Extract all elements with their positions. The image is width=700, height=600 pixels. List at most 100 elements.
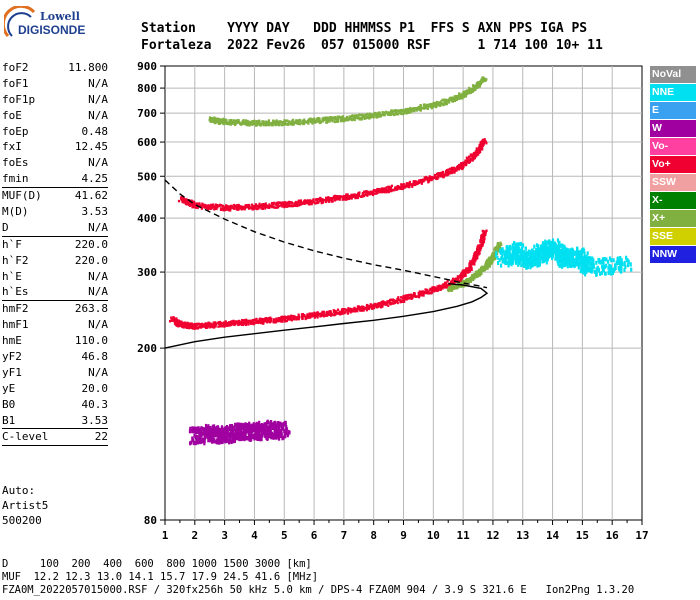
echo-point: [204, 326, 207, 329]
echo-point: [445, 173, 448, 177]
echo-point: [191, 326, 194, 330]
echo-point: [525, 258, 528, 263]
echo-point: [276, 318, 279, 322]
echo-point: [310, 118, 313, 122]
echo-point: [556, 248, 559, 253]
echo-point: [462, 285, 465, 288]
param-label: yF1: [2, 365, 22, 379]
echo-point: [481, 138, 484, 142]
echo-point: [275, 119, 278, 122]
echo-point: [426, 176, 429, 180]
echo-point: [275, 123, 279, 126]
echo-point: [435, 100, 439, 104]
echo-point: [344, 119, 347, 122]
echo-point: [266, 123, 269, 127]
echo-point: [275, 423, 278, 428]
echo-point: [232, 120, 235, 124]
echo-point: [272, 422, 275, 427]
echo-point: [316, 311, 319, 314]
echo-point: [172, 316, 175, 319]
echo-point: [584, 265, 587, 270]
echo-point: [434, 175, 437, 179]
echo-point: [274, 428, 277, 433]
echo-point: [508, 258, 511, 263]
echo-point: [535, 253, 538, 258]
echo-point: [353, 117, 356, 120]
echo-point: [197, 428, 200, 433]
echo-point: [288, 201, 292, 204]
echo-point: [225, 204, 228, 207]
echo-point: [280, 425, 283, 430]
echo-point: [288, 318, 291, 321]
echo-point: [480, 268, 483, 271]
echo-point: [444, 285, 447, 288]
echo-point: [214, 117, 217, 120]
echo-point: [316, 117, 320, 120]
echo-point: [535, 247, 538, 252]
echo-point: [303, 202, 307, 205]
echo-point: [309, 117, 312, 120]
param-label: fmin: [2, 172, 29, 186]
echo-point: [308, 314, 311, 317]
echo-point: [251, 123, 254, 126]
echo-point: [284, 320, 287, 323]
echo-point: [209, 437, 212, 442]
echo-point: [404, 110, 407, 114]
echo-point: [291, 204, 295, 208]
echo-point: [565, 261, 568, 266]
echo-point: [273, 206, 276, 209]
echo-point: [368, 193, 371, 196]
echo-point: [439, 172, 442, 175]
echo-point: [557, 255, 560, 260]
echo-point: [481, 143, 484, 146]
echo-point: [481, 244, 484, 247]
echo-point: [282, 203, 285, 207]
echo-point: [413, 182, 416, 185]
echo-point: [226, 321, 229, 325]
echo-point: [258, 319, 261, 322]
echo-point: [287, 429, 290, 434]
echo-point: [565, 247, 568, 252]
echo-point: [545, 241, 548, 246]
echo-point: [499, 241, 502, 245]
echo-point: [306, 314, 309, 317]
echo-point: [400, 112, 403, 115]
param-row: foEs N/A: [2, 155, 108, 171]
echo-point: [470, 158, 474, 161]
echo-point: [475, 84, 478, 88]
echo-point: [416, 182, 419, 185]
echo-point: [462, 95, 466, 99]
echo-point: [245, 318, 248, 322]
echo-point: [321, 198, 324, 201]
echo-point: [612, 258, 615, 263]
echo-point: [235, 320, 239, 323]
echo-point: [219, 121, 222, 125]
echo-point: [275, 201, 278, 205]
legend-entry: E: [650, 101, 696, 119]
echo-point: [331, 200, 334, 203]
echo-point: [177, 323, 180, 327]
echo-point: [544, 243, 547, 248]
echo-point: [587, 266, 591, 271]
echo-point: [189, 426, 192, 431]
echo-point: [225, 425, 228, 430]
echo-point: [259, 123, 262, 127]
echo-point: [619, 263, 622, 268]
echo-point: [476, 247, 479, 251]
echo-point: [188, 322, 191, 326]
echo-point: [254, 203, 258, 206]
echo-point: [193, 426, 196, 431]
echo-point: [216, 438, 219, 443]
echo-point: [545, 245, 548, 250]
param-value: 12.45: [74, 140, 108, 154]
echo-point: [270, 317, 273, 321]
echo-point: [481, 147, 484, 151]
echo-point: [406, 294, 409, 297]
echo-point: [240, 431, 244, 436]
echo-point: [246, 204, 250, 208]
echo-point: [306, 120, 309, 123]
echo-point: [560, 262, 563, 267]
param-value: 41.62: [74, 189, 108, 203]
echo-point: [367, 306, 370, 309]
echo-point: [276, 424, 280, 429]
